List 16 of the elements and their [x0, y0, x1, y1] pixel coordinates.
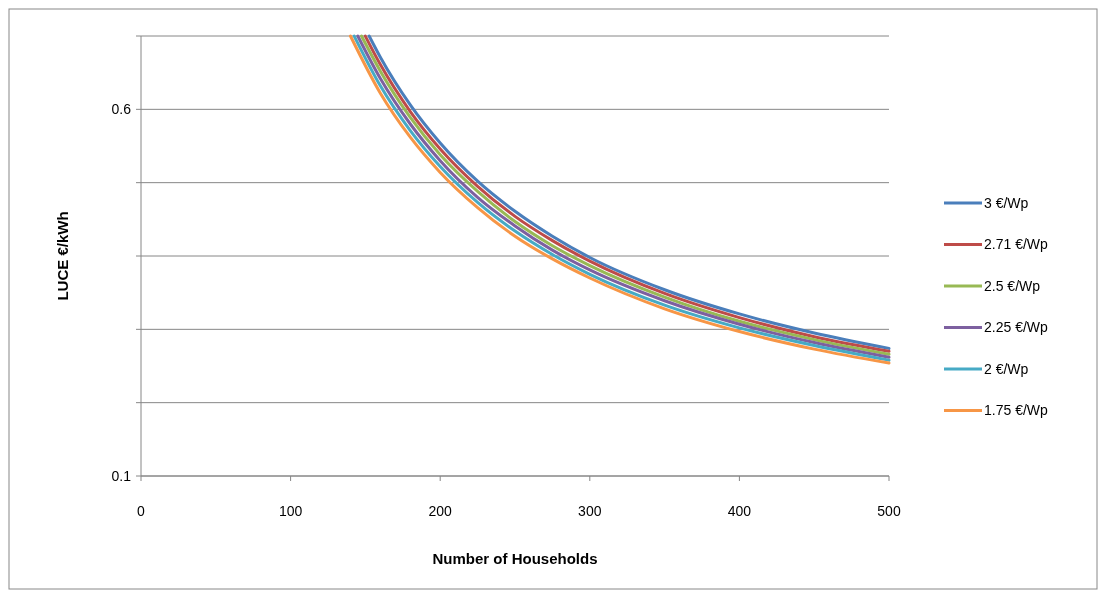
x-tick-label: 0 — [137, 503, 146, 519]
y-tick-label: 0.1 — [111, 467, 132, 484]
x-axis-title: Number of Households — [432, 550, 598, 567]
legend-label: 2.25 €/Wp — [984, 319, 1049, 336]
x-tick-label: 100 — [278, 503, 303, 519]
y-tick-label: 0.6 — [111, 101, 132, 118]
y-axis-title: LUCE €/kWh — [54, 211, 71, 301]
x-tick-label: 400 — [727, 503, 752, 519]
legend-label: 2 €/Wp — [984, 360, 1029, 377]
x-tick-label: 500 — [877, 503, 901, 519]
legend-label: 2.71 €/Wp — [984, 236, 1049, 253]
x-tick-label: 300 — [578, 503, 602, 519]
legend-label: 2.5 €/Wp — [984, 277, 1041, 294]
legend-label: 1.75 €/Wp — [984, 402, 1049, 419]
x-tick-label: 200 — [428, 503, 453, 519]
legend-label: 3 €/Wp — [984, 194, 1029, 211]
